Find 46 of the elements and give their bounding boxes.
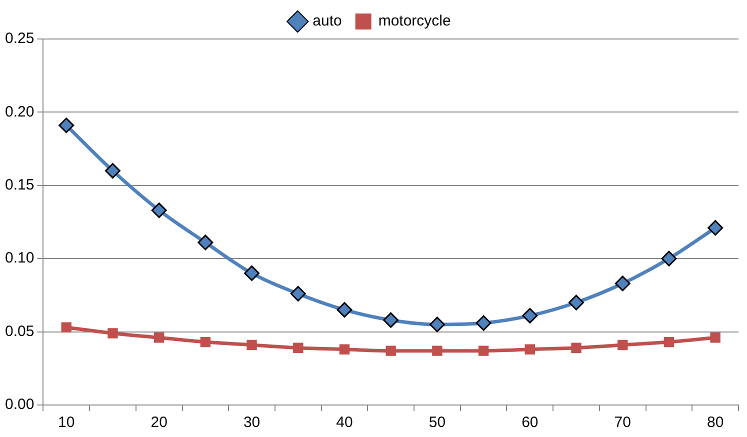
point	[386, 346, 396, 356]
point	[664, 336, 674, 348]
y-tick-label: 0.15	[4, 176, 34, 194]
point	[524, 344, 536, 354]
point	[108, 328, 118, 338]
point	[198, 234, 214, 250]
x-tick-label: 10	[58, 414, 75, 432]
x-tick-label: 20	[150, 414, 168, 432]
point	[290, 286, 306, 302]
point	[710, 332, 720, 343]
point	[61, 322, 72, 333]
legend-label: auto	[312, 12, 342, 30]
point	[708, 220, 724, 236]
point	[614, 276, 630, 292]
point	[151, 202, 167, 218]
point	[568, 294, 584, 310]
point	[104, 163, 120, 179]
y-tick-label: 0.20	[4, 103, 34, 120]
x-tick-label: 60	[522, 414, 538, 432]
point	[432, 346, 442, 356]
y-tick-label: 0.05	[4, 322, 34, 340]
x-tick-label: 40	[336, 414, 353, 432]
point	[661, 250, 677, 266]
point	[339, 344, 350, 354]
point	[618, 340, 628, 350]
y-tick-label: 0.25	[4, 30, 34, 48]
point	[383, 312, 399, 328]
point	[200, 336, 211, 348]
point	[336, 302, 352, 318]
legend-label: motorcycle	[378, 12, 451, 30]
point	[571, 342, 582, 353]
point	[522, 308, 538, 324]
x-tick-label: 30	[243, 414, 260, 432]
x-tick-label: 70	[614, 414, 631, 432]
point	[58, 118, 74, 134]
y-tick-label: 0.00	[4, 396, 34, 414]
point	[244, 265, 260, 281]
point	[246, 340, 257, 350]
x-tick-label: 80	[706, 414, 724, 432]
point	[293, 342, 304, 353]
point	[154, 332, 164, 343]
point	[476, 315, 492, 331]
point	[478, 346, 489, 356]
y-tick-label: 0.10	[4, 250, 34, 267]
x-tick-label: 50	[428, 414, 446, 432]
point	[429, 316, 445, 332]
